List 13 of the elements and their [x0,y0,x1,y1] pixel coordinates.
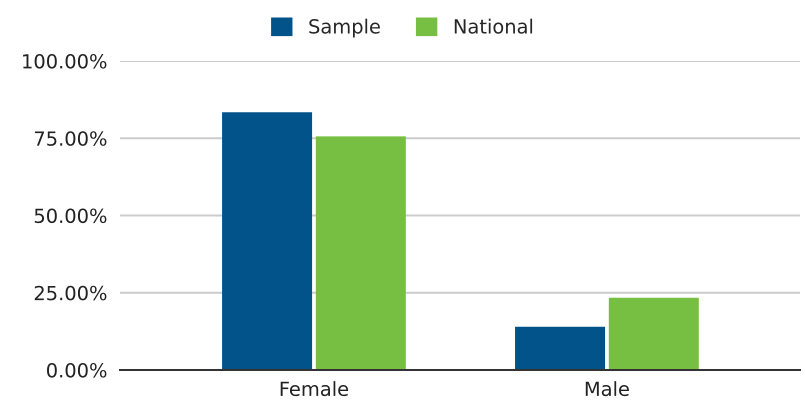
x-tick-label: Female [280,381,348,396]
y-tick-label: 50.00% [34,208,106,224]
y-tick-label: 25.00% [34,286,106,300]
legend-label: National [454,18,532,34]
x-tick-label: Male [586,381,629,396]
legend-label: Sample [309,18,380,38]
bar [515,326,606,370]
y-tick-label: 0.00% [47,362,106,378]
bar [316,136,406,370]
y-tick-label: 75.00% [34,131,106,146]
bar [222,112,312,370]
y-tick-label: 100.00% [23,54,106,69]
bar [608,298,699,370]
